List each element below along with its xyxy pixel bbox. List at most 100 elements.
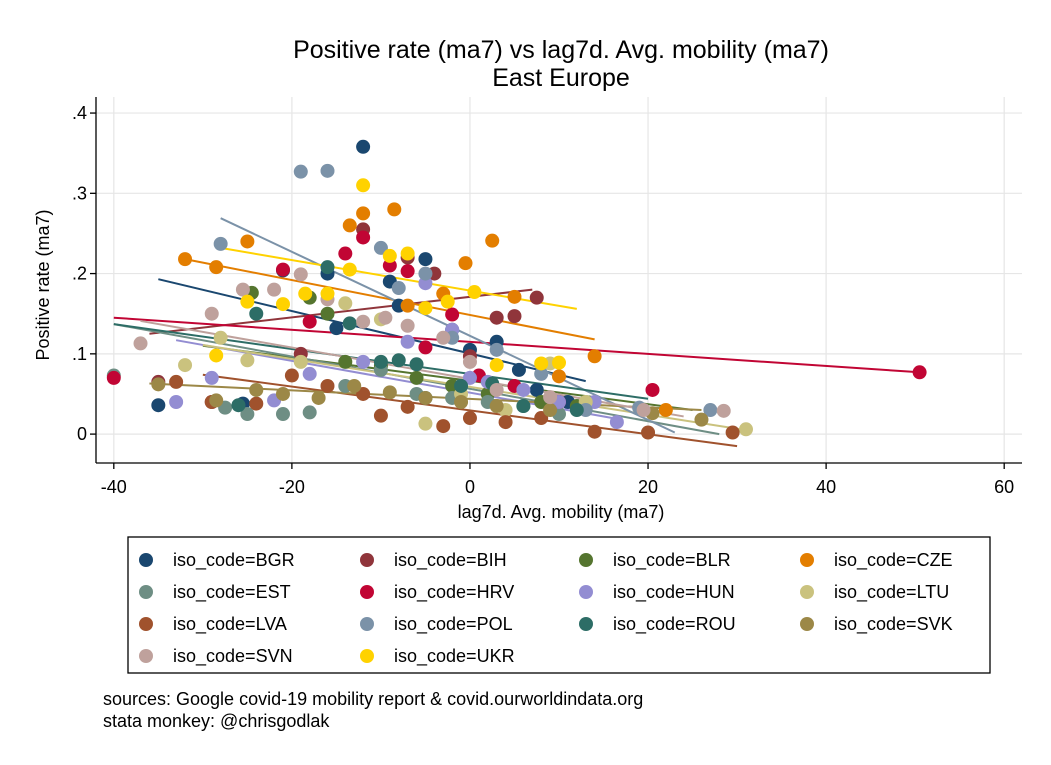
data-point: [275, 262, 290, 277]
data-point: [338, 246, 353, 261]
data-point: [418, 416, 433, 431]
data-point: [284, 368, 299, 383]
data-point: [347, 378, 362, 393]
data-point: [458, 256, 473, 271]
author-note: stata monkey: @chrisgodlak: [103, 711, 330, 731]
data-point: [133, 336, 148, 351]
data-point: [240, 353, 255, 368]
data-point: [534, 411, 549, 426]
legend-label: iso_code=CZE: [834, 550, 953, 571]
y-axis-label: Positive rate (ma7): [33, 209, 53, 360]
data-point: [409, 357, 424, 372]
legend-marker: [360, 617, 374, 631]
data-point: [382, 248, 397, 263]
legend-label: iso_code=BGR: [173, 550, 295, 571]
data-point: [356, 354, 371, 369]
legend-marker: [579, 553, 593, 567]
data-point: [516, 382, 531, 397]
legend-marker: [800, 617, 814, 631]
data-point: [507, 289, 522, 304]
data-point: [356, 230, 371, 245]
data-point: [235, 282, 250, 297]
gridlines: [96, 97, 1022, 463]
legend-item: iso_code=HRV: [360, 582, 514, 603]
data-points: [106, 139, 927, 440]
data-point: [543, 403, 558, 418]
data-point: [178, 358, 193, 373]
data-point: [418, 266, 433, 281]
data-point: [467, 285, 482, 300]
fit-line: [113, 316, 920, 374]
data-point: [275, 297, 290, 312]
fit-line: [202, 344, 693, 412]
chart-subtitle: East Europe: [492, 64, 630, 92]
data-point: [529, 290, 544, 305]
data-point: [356, 178, 371, 193]
legend-marker: [800, 553, 814, 567]
data-point: [454, 378, 469, 393]
data-point: [378, 310, 393, 325]
legend-item: iso_code=LTU: [800, 582, 949, 603]
data-point: [320, 260, 335, 275]
data-point: [418, 340, 433, 355]
data-point: [382, 385, 397, 400]
axes: 0 .1 .2 .3 .4 -40 -20 0 20 40 60: [72, 97, 1022, 497]
data-point: [320, 378, 335, 393]
data-point: [356, 206, 371, 221]
y-tick-label: .4: [72, 103, 87, 123]
data-point: [275, 407, 290, 422]
legend-item: iso_code=BLR: [579, 550, 731, 571]
data-point: [445, 307, 460, 322]
fit-line: [184, 258, 595, 341]
legend-item: iso_code=BGR: [139, 550, 295, 571]
chart-title: Positive rate (ma7) vs lag7d. Avg. mobil…: [293, 36, 829, 64]
data-point: [489, 342, 504, 357]
legend-label: iso_code=BIH: [394, 550, 507, 571]
data-point: [516, 399, 531, 414]
data-point: [716, 403, 731, 418]
x-tick-label: 20: [638, 477, 658, 497]
data-point: [400, 246, 415, 261]
fit-line: [158, 278, 586, 383]
legend-item: iso_code=SVK: [800, 614, 953, 635]
legend-item: iso_code=BIH: [360, 550, 507, 571]
data-point: [169, 395, 184, 409]
data-point: [400, 399, 415, 414]
legend-marker: [579, 585, 593, 599]
legend-item: iso_code=SVN: [139, 646, 293, 667]
data-point: [725, 425, 740, 440]
data-point: [240, 407, 255, 422]
data-point: [418, 301, 433, 316]
data-point: [485, 233, 500, 248]
data-point: [489, 358, 504, 373]
data-point: [320, 286, 335, 301]
data-point: [636, 403, 651, 418]
data-point: [204, 370, 219, 385]
legend-marker: [360, 553, 374, 567]
legend-label: iso_code=POL: [394, 614, 513, 635]
x-tick-label: 0: [465, 477, 475, 497]
data-point: [213, 236, 228, 251]
data-point: [356, 386, 371, 401]
legend-box: [127, 536, 991, 674]
data-point: [418, 276, 433, 291]
data-point: [609, 415, 624, 430]
data-point: [298, 286, 313, 301]
y-tick-label: .2: [72, 264, 87, 284]
fit-line: [149, 288, 533, 335]
legend-item: iso_code=CZE: [800, 550, 953, 571]
data-point: [302, 405, 317, 420]
legend-item: iso_code=EST: [139, 582, 291, 603]
x-tick-label: -40: [101, 477, 127, 497]
data-point: [738, 422, 753, 437]
data-point: [507, 309, 522, 324]
data-point: [387, 202, 402, 217]
data-point: [552, 355, 566, 370]
legend-label: iso_code=HUN: [613, 582, 735, 603]
legend-marker: [360, 585, 374, 599]
data-point: [240, 294, 255, 309]
data-point: [694, 412, 709, 427]
data-point: [267, 282, 282, 297]
y-tick-label: 0: [77, 424, 87, 444]
